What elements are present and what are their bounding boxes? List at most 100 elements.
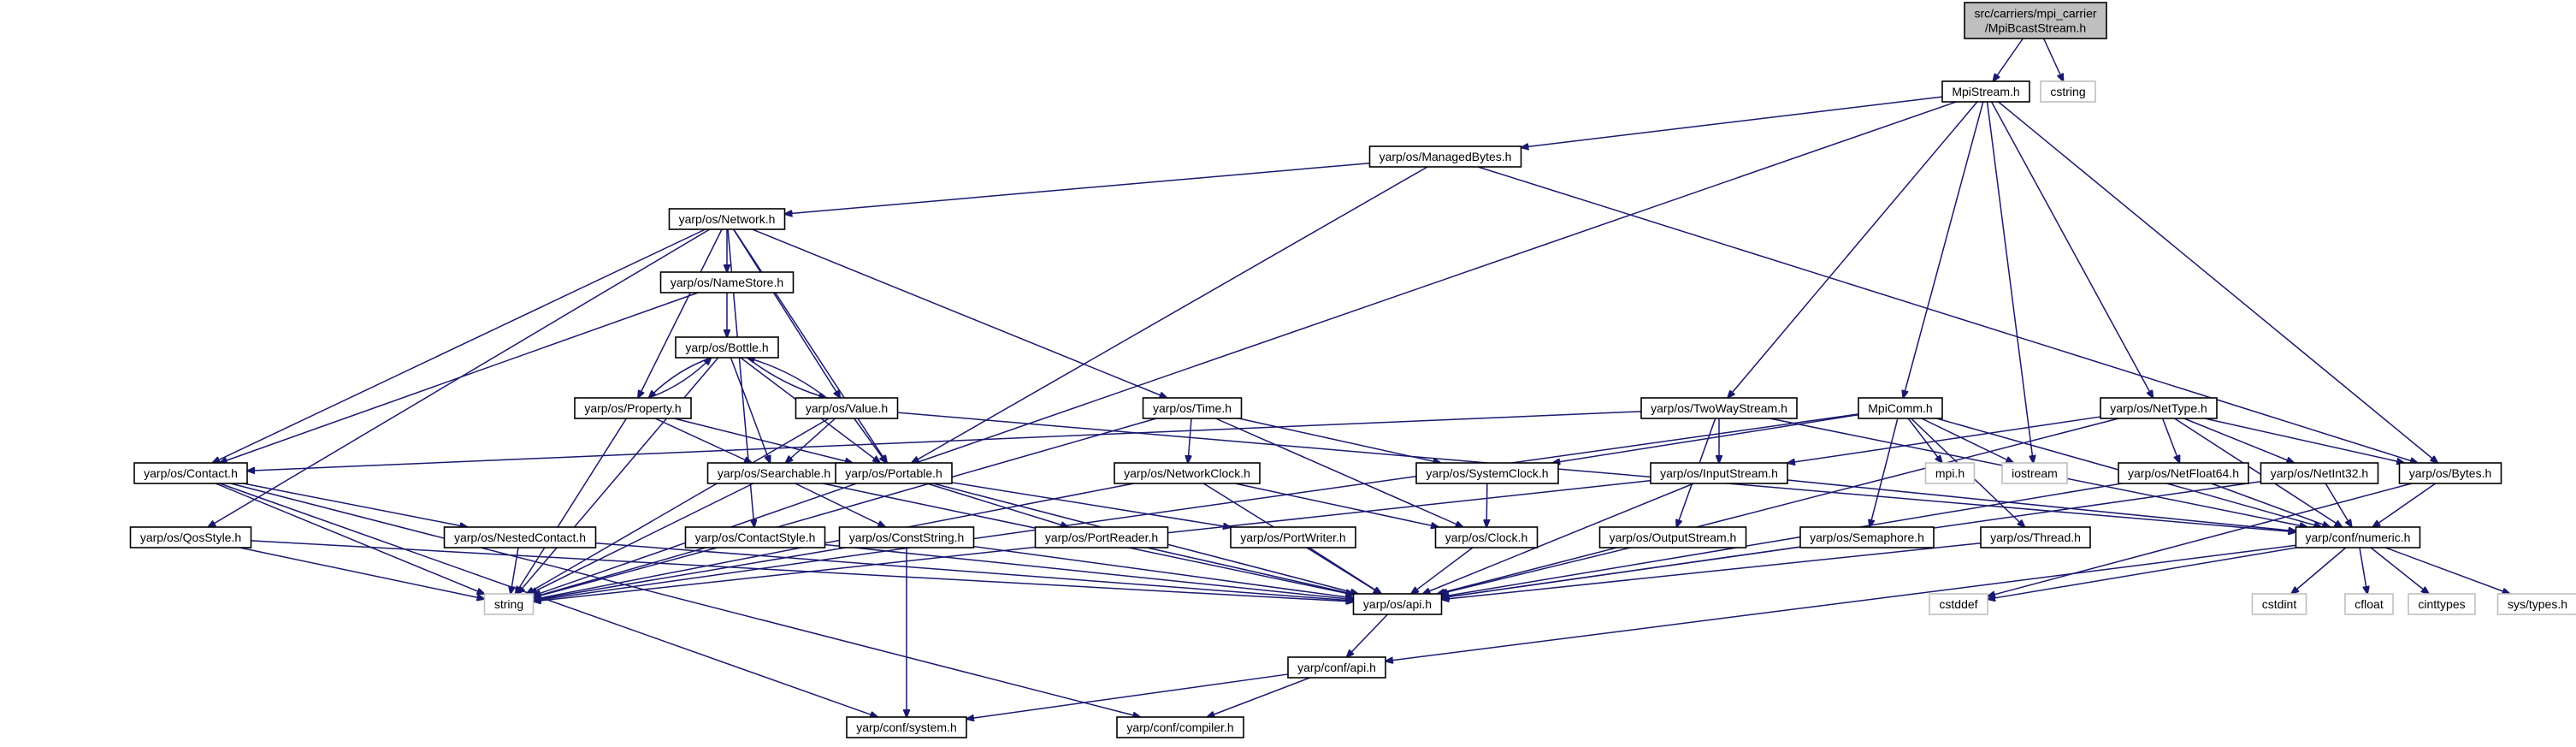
node-root-label: /MpiBcastStream.h xyxy=(1985,21,2086,35)
edge-mpicomm-to-mpih xyxy=(1907,418,1942,463)
node-value-label: yarp/os/Value.h xyxy=(806,401,888,415)
node-system[interactable]: yarp/conf/system.h xyxy=(846,716,967,738)
edge-qosstyle-to-osapi xyxy=(251,540,1354,602)
node-netfloat64[interactable]: yarp/os/NetFloat64.h xyxy=(2118,462,2249,484)
node-network-box xyxy=(668,208,786,230)
node-twowaystream-label: yarp/os/TwoWayStream.h xyxy=(1651,401,1787,415)
node-clock[interactable]: yarp/os/Clock.h xyxy=(1434,526,1539,548)
node-thread-box xyxy=(1980,526,2091,548)
node-contact[interactable]: yarp/os/Contact.h xyxy=(133,462,248,484)
node-confapi-box xyxy=(1287,656,1386,679)
edge-managedbytes-to-bytes xyxy=(1477,166,2418,463)
node-portwriter[interactable]: yarp/os/PortWriter.h xyxy=(1230,526,1356,548)
node-namestore[interactable]: yarp/os/NameStore.h xyxy=(659,271,795,293)
node-cstdint-box xyxy=(2251,593,2307,615)
node-searchable[interactable]: yarp/os/Searchable.h xyxy=(706,462,842,484)
node-systemclock[interactable]: yarp/os/SystemClock.h xyxy=(1415,462,1559,484)
node-confapi[interactable]: yarp/conf/api.h xyxy=(1287,656,1386,679)
edge-contact-to-compiler xyxy=(230,483,1141,717)
node-numeric-box xyxy=(2295,526,2421,548)
node-compiler[interactable]: yarp/conf/compiler.h xyxy=(1116,716,1244,738)
edge-twowaystream-to-contact xyxy=(247,411,1642,471)
edge-network-to-property xyxy=(638,228,723,398)
node-netint32-box xyxy=(2260,462,2379,484)
edge-portwriter-to-osapi xyxy=(1309,547,1381,594)
node-nettype[interactable]: yarp/os/NetType.h xyxy=(2100,397,2218,419)
node-string-label: string xyxy=(494,597,523,611)
node-qosstyle-label: yarp/os/QosStyle.h xyxy=(140,531,241,544)
node-mpistream[interactable]: MpiStream.h xyxy=(1941,80,2030,103)
node-property[interactable]: yarp/os/Property.h xyxy=(574,397,692,419)
edge-mpistream-to-nettype xyxy=(1990,101,2154,398)
edge-managedbytes-to-portable xyxy=(912,166,1428,463)
edge-property-to-portable xyxy=(673,418,853,463)
node-compiler-label: yarp/conf/compiler.h xyxy=(1126,720,1233,734)
edge-time-to-systemclock xyxy=(1238,418,1440,463)
edge-property-to-bottle xyxy=(648,358,712,399)
node-network[interactable]: yarp/os/Network.h xyxy=(668,208,786,230)
edge-bottle-to-searchable xyxy=(730,357,770,463)
node-root[interactable]: src/carriers/mpi_carrier/MpiBcastStream.… xyxy=(1964,2,2107,39)
node-conststring[interactable]: yarp/os/ConstString.h xyxy=(838,526,975,548)
node-bottle[interactable]: yarp/os/Bottle.h xyxy=(675,336,779,359)
node-outputstream[interactable]: yarp/os/OutputStream.h xyxy=(1598,526,1747,548)
edge-network-to-value xyxy=(732,228,841,398)
node-system-box xyxy=(846,716,967,738)
node-namestore-box xyxy=(659,271,795,293)
node-inputstream[interactable]: yarp/os/InputStream.h xyxy=(1650,462,1788,484)
node-osapi[interactable]: yarp/os/api.h xyxy=(1352,593,1443,615)
node-cfloat: cfloat xyxy=(2344,593,2394,615)
edge-numeric-to-cfloat xyxy=(2359,547,2367,594)
edges-layer xyxy=(208,38,2509,719)
edge-mpistream-to-string xyxy=(534,101,1957,596)
node-semaphore-box xyxy=(1799,526,1935,548)
node-managedbytes[interactable]: yarp/os/ManagedBytes.h xyxy=(1368,145,1522,168)
edge-netint32-to-numeric xyxy=(2325,483,2352,527)
node-mpicomm[interactable]: MpiComm.h xyxy=(1858,397,1943,419)
edge-root-to-cstring xyxy=(2042,38,2064,81)
node-clock-box xyxy=(1434,526,1539,548)
node-cinttypes-label: cinttypes xyxy=(2418,597,2465,611)
edge-network-to-contact xyxy=(212,228,706,463)
edge-bottle-to-value xyxy=(747,357,827,398)
node-numeric[interactable]: yarp/conf/numeric.h xyxy=(2295,526,2421,548)
edge-numeric-to-cstdint xyxy=(2291,547,2347,594)
node-nestedcontact-box xyxy=(443,526,597,548)
node-cstdint: cstdint xyxy=(2251,593,2307,615)
node-mpicomm-label: MpiComm.h xyxy=(1868,401,1932,415)
edge-namestore-to-contact xyxy=(220,292,699,463)
node-portreader[interactable]: yarp/os/PortReader.h xyxy=(1034,526,1169,548)
node-netfloat64-label: yarp/os/NetFloat64.h xyxy=(2128,466,2239,480)
node-contact-label: yarp/os/Contact.h xyxy=(144,466,238,480)
node-property-box xyxy=(574,397,692,419)
node-cstring: cstring xyxy=(2040,80,2096,103)
edge-network-to-portable xyxy=(733,228,887,463)
node-qosstyle-box xyxy=(129,526,252,548)
node-networkclock[interactable]: yarp/os/NetworkClock.h xyxy=(1114,462,1261,484)
edge-mpicomm-to-semaphore xyxy=(1870,418,1899,527)
node-time[interactable]: yarp/os/Time.h xyxy=(1142,397,1243,419)
node-portable[interactable]: yarp/os/Portable.h xyxy=(835,462,953,484)
edge-bottle-to-string xyxy=(517,357,719,594)
node-value[interactable]: yarp/os/Value.h xyxy=(795,397,899,419)
node-portreader-box xyxy=(1034,526,1169,548)
node-bytes[interactable]: yarp/os/Bytes.h xyxy=(2398,462,2502,484)
edge-numeric-to-cstddef xyxy=(1988,547,2297,599)
node-mpicomm-box xyxy=(1858,397,1943,419)
node-semaphore[interactable]: yarp/os/Semaphore.h xyxy=(1799,526,1935,548)
node-cfloat-label: cfloat xyxy=(2354,597,2384,611)
node-networkclock-label: yarp/os/NetworkClock.h xyxy=(1124,466,1250,480)
edge-netfloat64-to-osapi xyxy=(1442,483,2123,596)
node-thread[interactable]: yarp/os/Thread.h xyxy=(1980,526,2091,548)
node-osapi-label: yarp/os/api.h xyxy=(1363,597,1432,611)
node-netint32[interactable]: yarp/os/NetInt32.h xyxy=(2260,462,2379,484)
node-systemclock-label: yarp/os/SystemClock.h xyxy=(1426,466,1548,480)
node-qosstyle[interactable]: yarp/os/QosStyle.h xyxy=(129,526,252,548)
node-contactstyle[interactable]: yarp/os/ContactStyle.h xyxy=(684,526,826,548)
node-bytes-box xyxy=(2398,462,2502,484)
edge-portable-to-portreader xyxy=(926,483,1068,527)
node-twowaystream[interactable]: yarp/os/TwoWayStream.h xyxy=(1640,397,1798,419)
edge-contact-to-string xyxy=(215,483,484,594)
node-nestedcontact[interactable]: yarp/os/NestedContact.h xyxy=(443,526,597,548)
node-managedbytes-label: yarp/os/ManagedBytes.h xyxy=(1380,150,1512,163)
